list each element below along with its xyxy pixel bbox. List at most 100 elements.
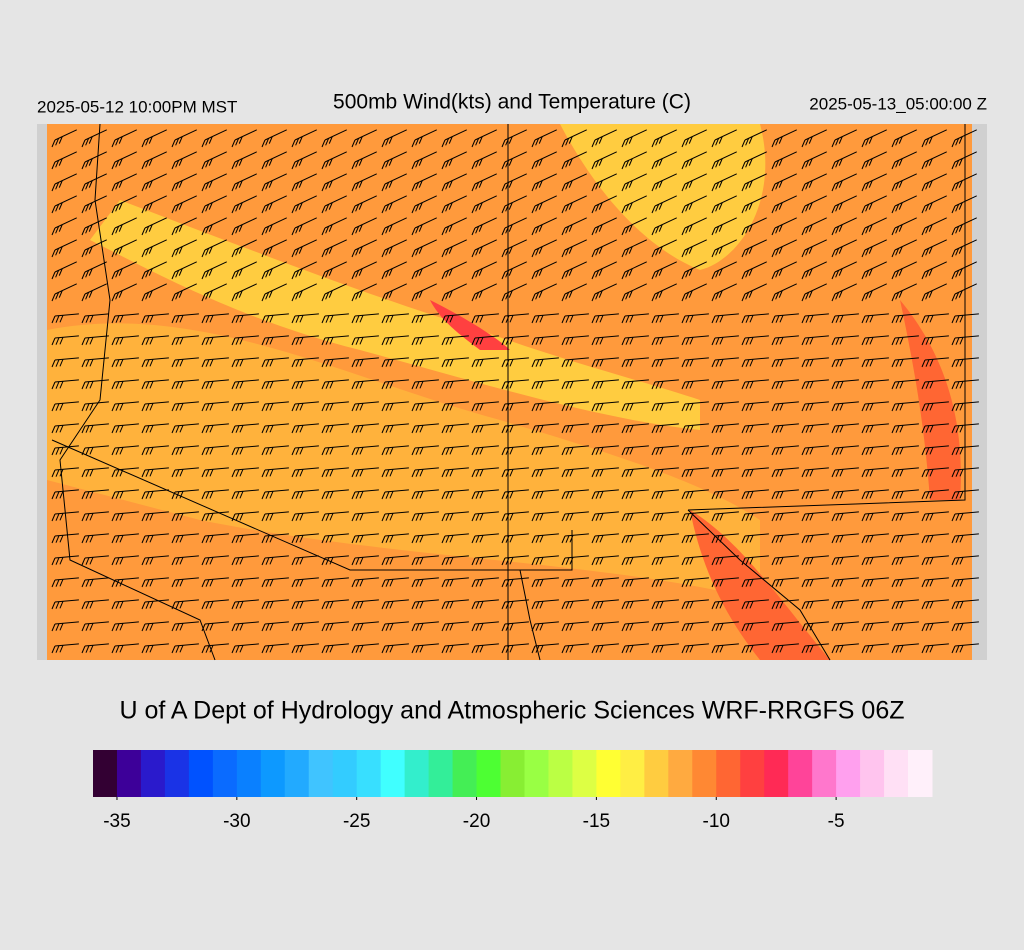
barb-flag [235, 535, 240, 543]
barb-flag [115, 337, 120, 345]
barb-flag [869, 425, 874, 433]
barb-flag [145, 359, 150, 367]
barb-flag [239, 469, 244, 477]
barb-flag [531, 557, 536, 566]
barb-flag [655, 204, 660, 212]
barb-flag [171, 491, 176, 500]
barb-flag [475, 182, 480, 190]
barb-flag [685, 623, 690, 631]
barb-flag [531, 645, 536, 654]
barb-flag [538, 290, 543, 298]
barb-flag [591, 249, 596, 258]
barb-flag [801, 183, 806, 192]
barb-flag [328, 268, 333, 276]
barb-flag [448, 136, 453, 144]
barb-flag [59, 403, 64, 411]
barb-shaft [324, 283, 347, 295]
barb-flag [85, 381, 90, 389]
barb-flag [895, 160, 900, 168]
barb-flag [681, 403, 686, 412]
barb-flag [51, 557, 56, 566]
barb-flag [295, 248, 300, 256]
barb-flag [471, 557, 476, 566]
barb-flag [869, 359, 874, 367]
barb-flag [839, 359, 844, 367]
barb-flag [685, 138, 690, 146]
barb-flag [719, 579, 724, 587]
barb-flag [565, 160, 570, 168]
barb-flag [685, 645, 690, 653]
barb-flag [745, 138, 750, 146]
barb-shaft [294, 283, 317, 295]
barb-shaft [564, 283, 587, 295]
barb-flag [895, 182, 900, 190]
barb-flag [115, 315, 120, 323]
barb-flag [809, 645, 814, 653]
barb-flag [539, 645, 544, 653]
barb-flag [51, 359, 56, 368]
barb-flag [959, 623, 964, 631]
barb-flag [681, 645, 686, 654]
barb-flag [741, 359, 746, 368]
barb-flag [118, 180, 123, 188]
barb-flag [269, 623, 274, 631]
barb-flag [711, 425, 716, 434]
barb-flag [209, 425, 214, 433]
barb-flag [415, 315, 420, 323]
colorbar-swatch [188, 750, 214, 797]
barb-flag [419, 337, 424, 345]
barb-flag [531, 513, 536, 522]
barb-flag [85, 337, 90, 345]
barb-flag [501, 579, 506, 588]
barb-flag [419, 491, 424, 499]
barb-flag [809, 359, 814, 367]
barb-flag [145, 138, 150, 146]
barb-flag [959, 645, 964, 653]
barb-flag [839, 381, 844, 389]
barb-flag [899, 381, 904, 389]
barb-flag [85, 160, 90, 168]
barb-flag [81, 403, 86, 412]
barb-flag [501, 249, 506, 258]
barb-flag [955, 513, 960, 521]
barb-flag [479, 535, 484, 543]
barb-flag [209, 337, 214, 345]
barb-flag [145, 226, 150, 234]
barb-flag [141, 139, 146, 148]
barb-flag [115, 645, 120, 653]
barb-flag [839, 579, 844, 587]
barb-flag [171, 469, 176, 478]
barb-flag [865, 645, 870, 653]
barb-flag [719, 425, 724, 433]
barb-flag [535, 491, 540, 499]
barb-flag [711, 337, 716, 346]
barb-flag [231, 337, 236, 346]
barb-flag [449, 359, 454, 367]
barb-flag [415, 535, 420, 543]
barb-flag [209, 447, 214, 455]
barb-flag [565, 182, 570, 190]
barb-flag [805, 491, 810, 499]
barb-flag [839, 315, 844, 323]
barb-flag [839, 491, 844, 499]
barb-flag [805, 359, 810, 367]
barb-flag [805, 557, 810, 565]
barb-flag [58, 180, 63, 188]
barb-flag [891, 491, 896, 500]
barb-flag [55, 359, 60, 367]
barb-flag [238, 158, 243, 166]
barb-flag [591, 271, 596, 280]
barb-flag [565, 138, 570, 146]
barb-flag [85, 535, 90, 543]
barb-shaft [354, 261, 377, 273]
barb-flag [921, 535, 926, 544]
barb-flag [628, 158, 633, 166]
barb-flag [55, 337, 60, 345]
barb-flag [565, 601, 570, 609]
barb-flag [895, 579, 900, 587]
barb-flag [505, 491, 510, 499]
barb-flag [471, 381, 476, 390]
barb-flag [861, 139, 866, 148]
barb-flag [891, 337, 896, 346]
